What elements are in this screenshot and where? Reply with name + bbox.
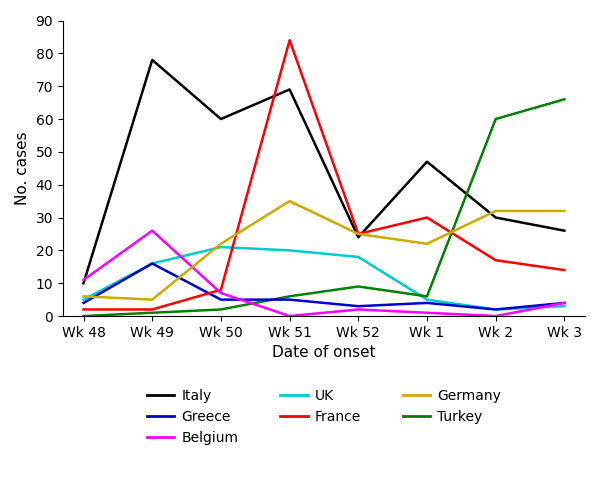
Y-axis label: No. cases: No. cases — [15, 132, 30, 205]
X-axis label: Date of onset: Date of onset — [272, 345, 376, 361]
Legend: Italy, Greece, Belgium, UK, France, Germany, Turkey: Italy, Greece, Belgium, UK, France, Germ… — [140, 382, 508, 452]
